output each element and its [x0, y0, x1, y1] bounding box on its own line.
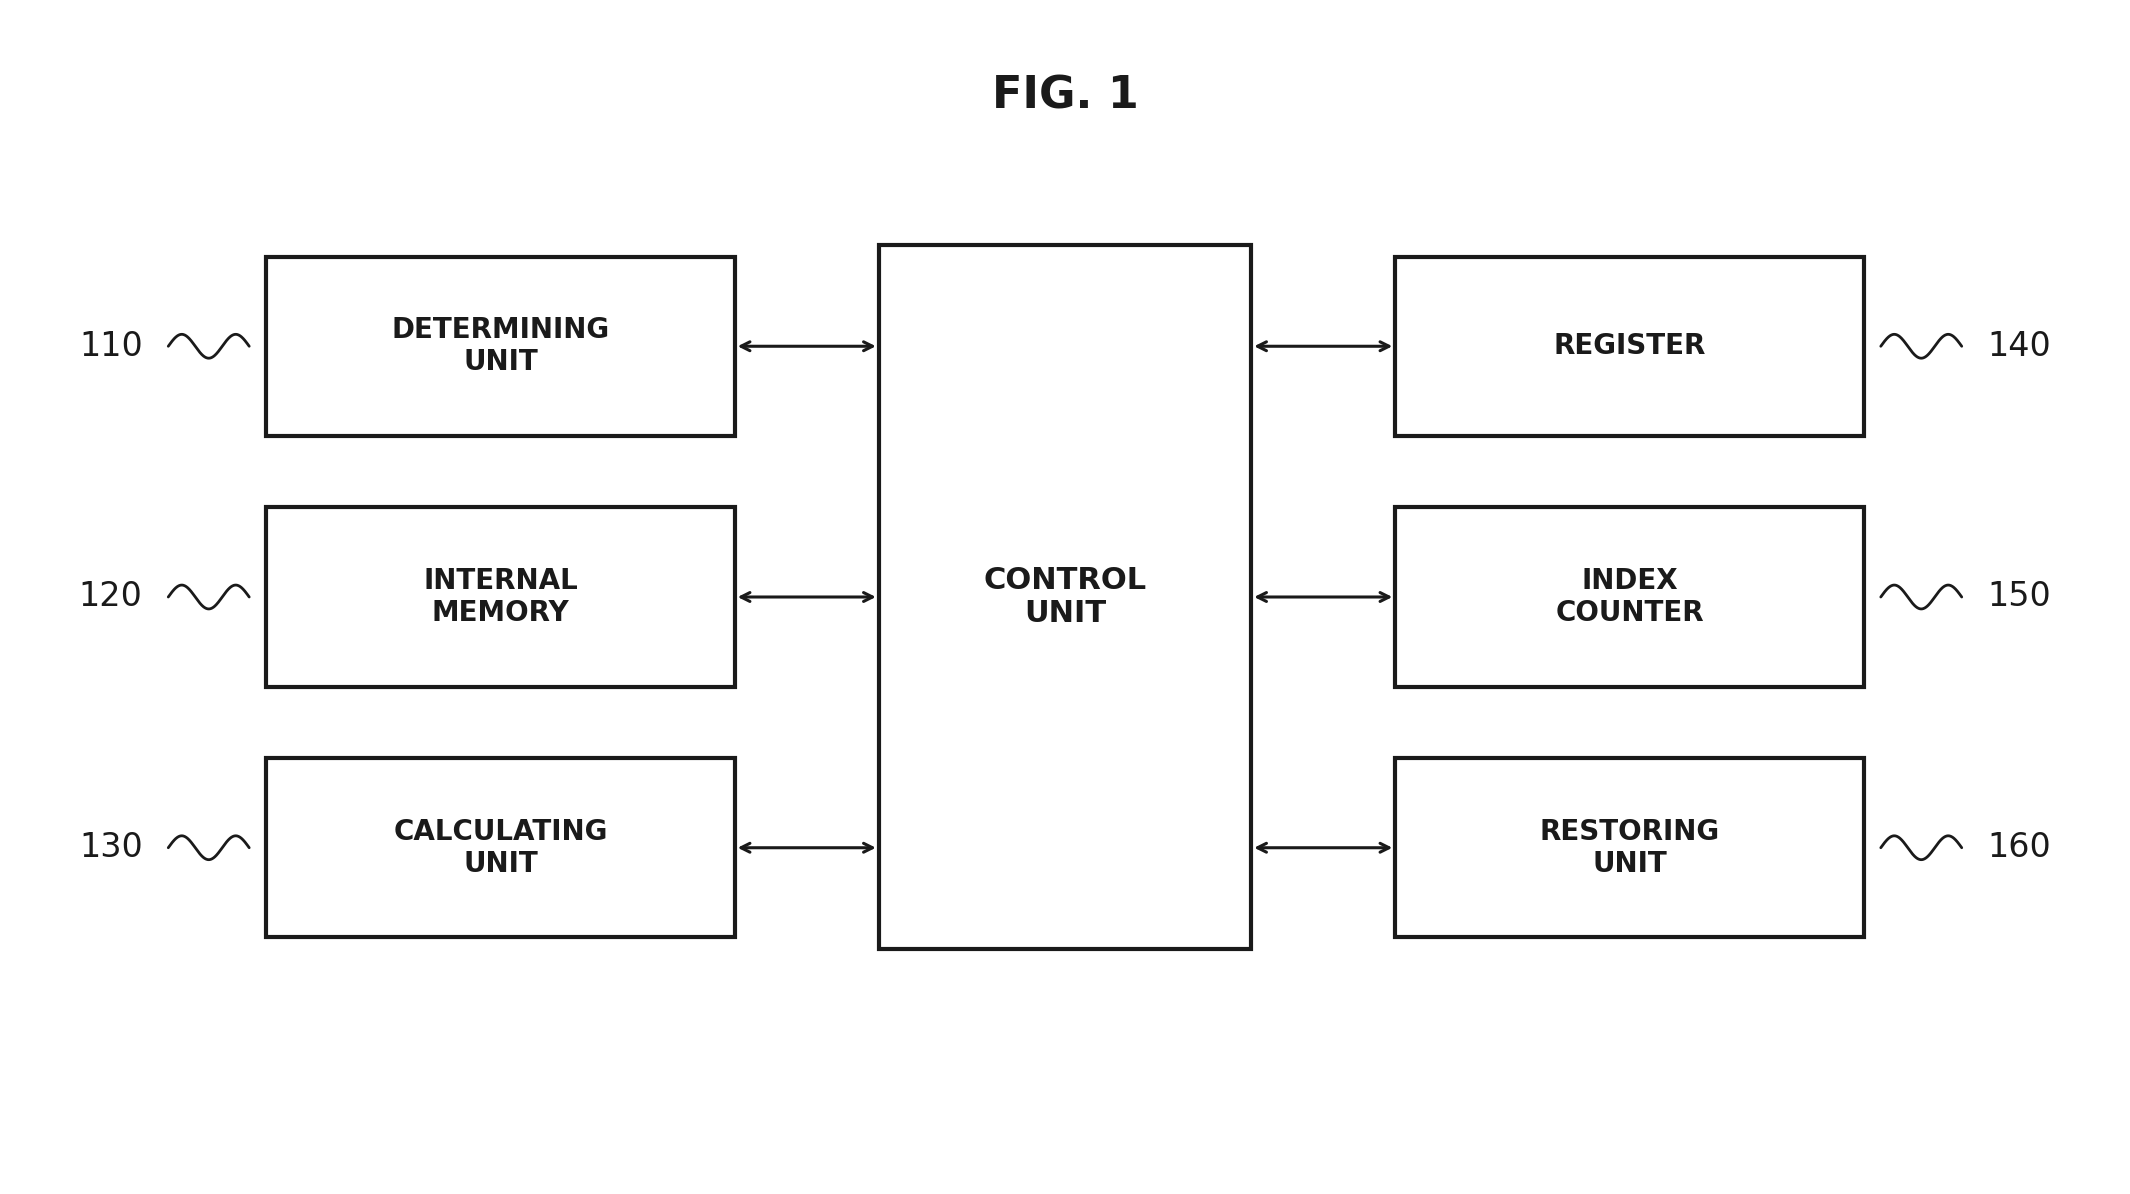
Text: INTERNAL
MEMORY: INTERNAL MEMORY — [424, 567, 577, 627]
Text: 150: 150 — [1987, 580, 2051, 614]
Text: 130: 130 — [79, 831, 143, 864]
Text: CALCULATING
UNIT: CALCULATING UNIT — [394, 818, 607, 878]
Text: DETERMINING
UNIT: DETERMINING UNIT — [392, 316, 609, 376]
Text: CONTROL
UNIT: CONTROL UNIT — [984, 566, 1146, 628]
Text: FIG. 1: FIG. 1 — [993, 74, 1137, 117]
Bar — [266, 758, 735, 937]
Bar — [1395, 758, 1864, 937]
Bar — [266, 257, 735, 436]
Bar — [1395, 507, 1864, 687]
Bar — [1395, 257, 1864, 436]
Text: 140: 140 — [1987, 330, 2051, 363]
Text: 160: 160 — [1987, 831, 2051, 864]
Text: REGISTER: REGISTER — [1553, 332, 1706, 361]
Text: INDEX
COUNTER: INDEX COUNTER — [1555, 567, 1704, 627]
Bar — [878, 245, 1252, 949]
Text: 120: 120 — [79, 580, 143, 614]
Bar — [266, 507, 735, 687]
Text: RESTORING
UNIT: RESTORING UNIT — [1540, 818, 1719, 878]
Text: 110: 110 — [79, 330, 143, 363]
